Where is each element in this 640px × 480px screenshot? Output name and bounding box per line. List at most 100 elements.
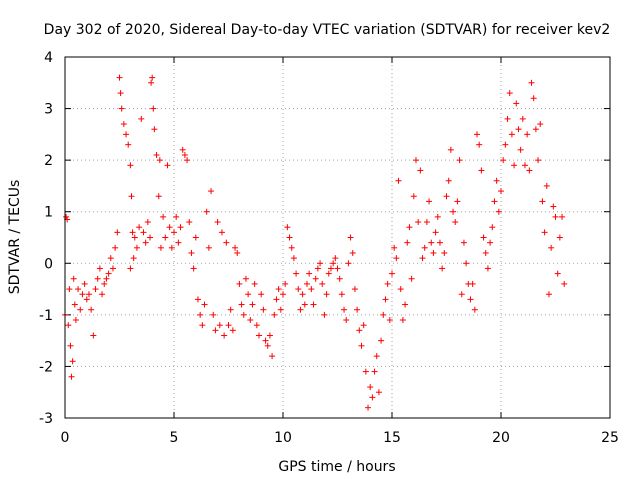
data-point [389,270,395,277]
data-point [271,311,278,318]
data-point [157,244,164,251]
data-point [184,157,191,164]
data-point [351,286,358,293]
data-point [269,353,276,360]
data-point [535,157,542,164]
data-point [128,193,135,200]
data-point [347,234,354,241]
data-point [96,265,103,272]
data-point [380,311,387,318]
data-point [240,311,247,318]
data-point [556,234,563,241]
data-point [463,260,470,267]
data-point [99,291,106,298]
data-point [332,255,339,262]
data-point [443,193,450,200]
data-point [199,322,206,329]
data-point [369,394,376,401]
data-point [515,126,522,133]
data-point [404,239,411,246]
data-point [72,317,79,324]
data-point [92,286,99,293]
data-point [90,332,97,339]
data-point [138,115,145,122]
data-point [68,373,75,380]
x-axis-label: GPS time / hours [278,459,395,475]
data-point [447,146,454,153]
data-point [249,301,256,308]
data-point [131,234,138,241]
data-point [408,275,415,282]
data-point [205,244,212,251]
data-point [66,286,73,293]
data-point [439,265,446,272]
data-point [532,126,539,133]
data-point [434,213,441,220]
data-point [301,301,308,308]
data-point [365,404,372,411]
data-point [81,280,88,287]
data-point [125,141,132,148]
data-point [537,121,544,128]
data-point [393,255,400,262]
data-points-layer [62,74,568,411]
data-point [325,270,332,277]
data-point [550,203,557,210]
data-point [162,234,169,241]
y-tick-label: 4 [44,50,53,66]
data-point [286,234,293,241]
data-point [395,177,402,184]
data-point [319,280,326,287]
data-point [245,291,252,298]
data-point [402,301,409,308]
data-point [103,275,110,282]
data-point [256,332,263,339]
plot-frame [64,56,611,419]
data-point [295,286,302,293]
data-point [343,317,350,324]
data-point [554,270,561,277]
data-point [306,270,313,277]
data-point [484,265,491,272]
data-point [338,291,345,298]
data-point [371,368,378,375]
y-tick-label: 0 [44,256,53,272]
data-point [493,177,500,184]
data-point [454,198,461,205]
y-tick-label: -2 [39,359,53,375]
data-point [482,249,489,256]
data-point [148,79,155,86]
data-point [133,244,140,251]
data-point [155,193,162,200]
data-point [171,229,177,236]
x-tick-label: 20 [492,430,510,446]
data-point [232,244,239,251]
data-point [513,100,520,107]
data-point [495,208,502,215]
y-axis-label: SDTVAR / TECUs [7,180,23,295]
data-point [521,162,528,169]
data-point [214,219,221,226]
data-point [168,244,175,251]
data-point [223,239,230,246]
data-point [88,306,95,313]
data-point [218,229,225,236]
data-point [428,239,435,246]
data-point [258,291,265,298]
data-point [175,239,182,246]
data-point [83,296,90,303]
chart-title: Day 302 of 2020, Sidereal Day-to-day VTE… [44,22,611,38]
data-point [399,317,406,324]
data-point [75,286,82,293]
data-point [105,270,112,277]
data-point [552,213,559,220]
data-point [508,131,515,138]
data-point [166,224,173,231]
data-point [458,291,465,298]
data-point [517,146,524,153]
data-point [290,255,297,262]
data-point [238,301,245,308]
data-point [118,105,125,112]
